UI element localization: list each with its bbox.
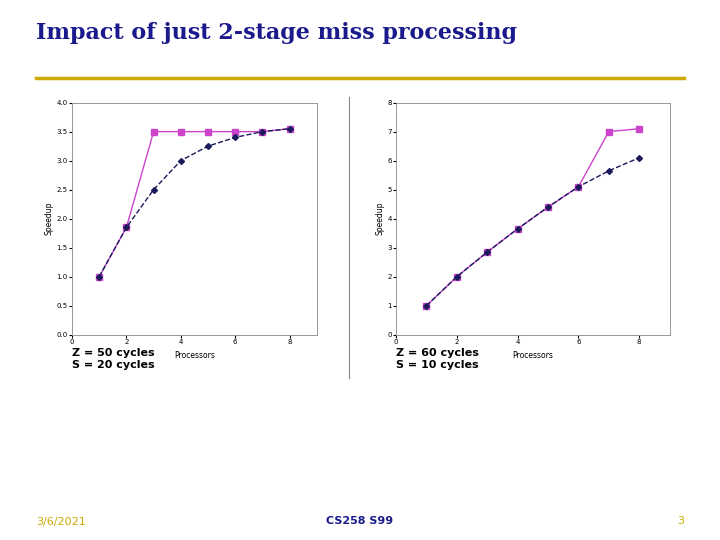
Text: CS258 S99: CS258 S99: [326, 516, 394, 526]
Text: Z = 50 cycles
S = 20 cycles: Z = 50 cycles S = 20 cycles: [72, 348, 155, 370]
Y-axis label: Speedup: Speedup: [376, 202, 384, 235]
Y-axis label: Speedup: Speedup: [45, 202, 54, 235]
Text: Impact of just 2-stage miss processing: Impact of just 2-stage miss processing: [36, 22, 517, 44]
X-axis label: Processors: Processors: [174, 350, 215, 360]
Text: Z = 60 cycles
S = 10 cycles: Z = 60 cycles S = 10 cycles: [396, 348, 479, 370]
Text: 3: 3: [677, 516, 684, 526]
X-axis label: Processors: Processors: [513, 350, 553, 360]
Text: 3/6/2021: 3/6/2021: [36, 516, 86, 526]
